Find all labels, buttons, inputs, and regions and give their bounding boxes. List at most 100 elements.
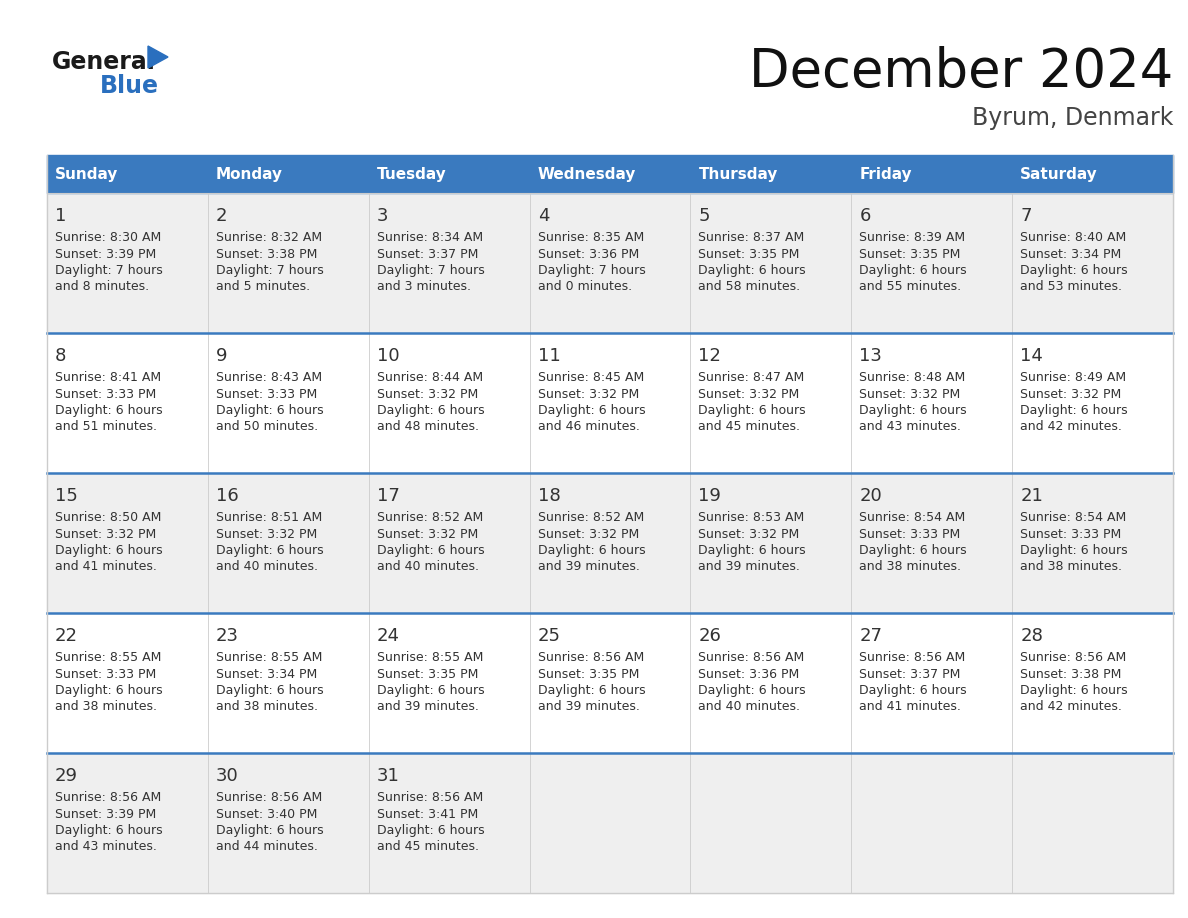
Text: Daylight: 6 hours: Daylight: 6 hours xyxy=(216,404,323,417)
Text: Daylight: 6 hours: Daylight: 6 hours xyxy=(699,544,805,557)
Text: Sunrise: 8:54 AM: Sunrise: 8:54 AM xyxy=(859,511,966,524)
Bar xyxy=(48,613,1173,753)
Text: Sunrise: 8:32 AM: Sunrise: 8:32 AM xyxy=(216,231,322,244)
Text: 3: 3 xyxy=(377,207,388,225)
Text: 22: 22 xyxy=(55,627,78,645)
Text: Sunset: 3:34 PM: Sunset: 3:34 PM xyxy=(216,667,317,680)
Text: Daylight: 6 hours: Daylight: 6 hours xyxy=(538,544,645,557)
Text: and 38 minutes.: and 38 minutes. xyxy=(55,700,157,713)
Text: Sunrise: 8:41 AM: Sunrise: 8:41 AM xyxy=(55,371,162,384)
Text: Blue: Blue xyxy=(100,74,159,98)
Text: 31: 31 xyxy=(377,767,399,785)
Text: Sunrise: 8:56 AM: Sunrise: 8:56 AM xyxy=(55,791,162,804)
Text: Sunset: 3:32 PM: Sunset: 3:32 PM xyxy=(55,528,157,541)
Text: 18: 18 xyxy=(538,487,561,505)
Text: and 41 minutes.: and 41 minutes. xyxy=(859,700,961,713)
Text: Sunset: 3:33 PM: Sunset: 3:33 PM xyxy=(216,387,317,400)
Text: and 46 minutes.: and 46 minutes. xyxy=(538,420,639,433)
Text: Daylight: 6 hours: Daylight: 6 hours xyxy=(859,544,967,557)
Text: Daylight: 6 hours: Daylight: 6 hours xyxy=(216,824,323,837)
Text: Sunset: 3:32 PM: Sunset: 3:32 PM xyxy=(699,387,800,400)
Text: and 39 minutes.: and 39 minutes. xyxy=(538,700,639,713)
Text: Daylight: 7 hours: Daylight: 7 hours xyxy=(377,264,485,277)
Text: and 44 minutes.: and 44 minutes. xyxy=(216,841,317,854)
Text: Sunrise: 8:43 AM: Sunrise: 8:43 AM xyxy=(216,371,322,384)
Text: Sunset: 3:35 PM: Sunset: 3:35 PM xyxy=(377,667,478,680)
Text: Sunrise: 8:52 AM: Sunrise: 8:52 AM xyxy=(377,511,484,524)
Text: Sunrise: 8:56 AM: Sunrise: 8:56 AM xyxy=(216,791,322,804)
Text: Daylight: 6 hours: Daylight: 6 hours xyxy=(377,404,485,417)
Text: Daylight: 6 hours: Daylight: 6 hours xyxy=(1020,684,1127,697)
Text: 7: 7 xyxy=(1020,207,1031,225)
Text: Sunrise: 8:50 AM: Sunrise: 8:50 AM xyxy=(55,511,162,524)
Text: General: General xyxy=(52,50,156,74)
Text: Daylight: 6 hours: Daylight: 6 hours xyxy=(1020,264,1127,277)
Text: 9: 9 xyxy=(216,347,227,365)
Text: and 3 minutes.: and 3 minutes. xyxy=(377,281,470,294)
Text: Daylight: 6 hours: Daylight: 6 hours xyxy=(216,684,323,697)
Text: 6: 6 xyxy=(859,207,871,225)
Text: and 48 minutes.: and 48 minutes. xyxy=(377,420,479,433)
Text: Sunset: 3:37 PM: Sunset: 3:37 PM xyxy=(377,248,478,261)
Bar xyxy=(48,753,1173,893)
Text: Friday: Friday xyxy=(859,166,912,182)
Text: Daylight: 6 hours: Daylight: 6 hours xyxy=(377,684,485,697)
Text: 29: 29 xyxy=(55,767,78,785)
Text: 28: 28 xyxy=(1020,627,1043,645)
Text: and 41 minutes.: and 41 minutes. xyxy=(55,561,157,574)
Text: 20: 20 xyxy=(859,487,881,505)
Text: Daylight: 6 hours: Daylight: 6 hours xyxy=(859,684,967,697)
Text: 12: 12 xyxy=(699,347,721,365)
Text: Sunrise: 8:51 AM: Sunrise: 8:51 AM xyxy=(216,511,322,524)
Bar xyxy=(48,333,1173,473)
Text: Sunrise: 8:56 AM: Sunrise: 8:56 AM xyxy=(859,651,966,664)
Text: Sunrise: 8:40 AM: Sunrise: 8:40 AM xyxy=(1020,231,1126,244)
Text: Daylight: 6 hours: Daylight: 6 hours xyxy=(699,404,805,417)
Text: 15: 15 xyxy=(55,487,78,505)
Text: and 38 minutes.: and 38 minutes. xyxy=(1020,561,1123,574)
Text: Wednesday: Wednesday xyxy=(538,166,636,182)
Text: 8: 8 xyxy=(55,347,67,365)
Text: Sunrise: 8:56 AM: Sunrise: 8:56 AM xyxy=(538,651,644,664)
Polygon shape xyxy=(148,46,168,68)
Text: Tuesday: Tuesday xyxy=(377,166,447,182)
Text: Daylight: 6 hours: Daylight: 6 hours xyxy=(538,684,645,697)
Text: Daylight: 7 hours: Daylight: 7 hours xyxy=(216,264,323,277)
Text: Daylight: 6 hours: Daylight: 6 hours xyxy=(699,264,805,277)
Text: and 5 minutes.: and 5 minutes. xyxy=(216,281,310,294)
Text: Daylight: 6 hours: Daylight: 6 hours xyxy=(216,544,323,557)
Text: Sunrise: 8:52 AM: Sunrise: 8:52 AM xyxy=(538,511,644,524)
Text: Sunrise: 8:56 AM: Sunrise: 8:56 AM xyxy=(1020,651,1126,664)
Text: 14: 14 xyxy=(1020,347,1043,365)
Text: and 43 minutes.: and 43 minutes. xyxy=(55,841,157,854)
Text: and 39 minutes.: and 39 minutes. xyxy=(377,700,479,713)
Text: Sunrise: 8:56 AM: Sunrise: 8:56 AM xyxy=(377,791,484,804)
Text: 21: 21 xyxy=(1020,487,1043,505)
Text: 13: 13 xyxy=(859,347,883,365)
Text: Sunset: 3:33 PM: Sunset: 3:33 PM xyxy=(55,667,157,680)
Text: Sunset: 3:33 PM: Sunset: 3:33 PM xyxy=(55,387,157,400)
Text: Sunset: 3:40 PM: Sunset: 3:40 PM xyxy=(216,808,317,821)
Text: Daylight: 6 hours: Daylight: 6 hours xyxy=(538,404,645,417)
Text: Sunset: 3:38 PM: Sunset: 3:38 PM xyxy=(216,248,317,261)
Text: Byrum, Denmark: Byrum, Denmark xyxy=(972,106,1173,130)
Text: and 40 minutes.: and 40 minutes. xyxy=(216,561,318,574)
Text: Sunset: 3:35 PM: Sunset: 3:35 PM xyxy=(699,248,800,261)
Text: Sunset: 3:32 PM: Sunset: 3:32 PM xyxy=(377,528,478,541)
Text: and 8 minutes.: and 8 minutes. xyxy=(55,281,150,294)
Text: Sunrise: 8:45 AM: Sunrise: 8:45 AM xyxy=(538,371,644,384)
Text: Sunset: 3:33 PM: Sunset: 3:33 PM xyxy=(1020,528,1121,541)
Text: Sunrise: 8:30 AM: Sunrise: 8:30 AM xyxy=(55,231,162,244)
Text: and 55 minutes.: and 55 minutes. xyxy=(859,281,961,294)
Text: Thursday: Thursday xyxy=(699,166,778,182)
Text: Sunrise: 8:47 AM: Sunrise: 8:47 AM xyxy=(699,371,804,384)
Text: Sunset: 3:36 PM: Sunset: 3:36 PM xyxy=(538,248,639,261)
Text: and 39 minutes.: and 39 minutes. xyxy=(538,561,639,574)
Text: Sunrise: 8:49 AM: Sunrise: 8:49 AM xyxy=(1020,371,1126,384)
Text: Daylight: 6 hours: Daylight: 6 hours xyxy=(55,824,163,837)
Text: Sunday: Sunday xyxy=(55,166,119,182)
Text: Sunset: 3:39 PM: Sunset: 3:39 PM xyxy=(55,248,157,261)
Text: and 45 minutes.: and 45 minutes. xyxy=(699,420,801,433)
Text: Sunrise: 8:55 AM: Sunrise: 8:55 AM xyxy=(55,651,162,664)
Text: and 50 minutes.: and 50 minutes. xyxy=(216,420,318,433)
